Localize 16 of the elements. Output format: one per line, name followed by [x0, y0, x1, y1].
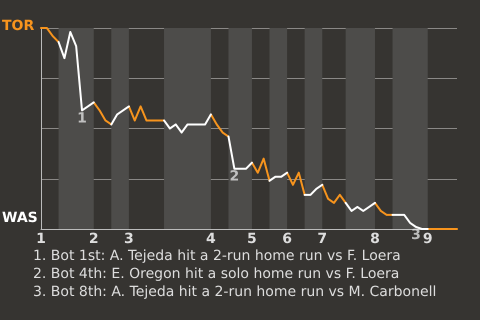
- x-tick-label: 8: [370, 231, 380, 247]
- annotation: 1: [77, 110, 87, 126]
- series-label: TOR: [2, 18, 34, 34]
- text: 1. Bot 1st: A. Tejeda hit a 2-run home run vs F. Loera: [33, 247, 402, 265]
- x-tick-label: 4: [206, 231, 216, 247]
- x-tick-label: 2: [88, 231, 99, 247]
- x-tick-label: 7: [317, 231, 328, 247]
- x-tick-label: 6: [282, 231, 292, 247]
- text: WAS: [2, 210, 38, 226]
- x-tick-label: 5: [247, 231, 257, 247]
- x-tick-label: 9: [422, 231, 433, 247]
- text: 2. Bot 4th: E. Oregon hit a solo home run vs F. Loera: [33, 265, 400, 283]
- x-tick-label: 1: [36, 231, 46, 247]
- text: 3. Bot 8th: A. Tejeda hit a 2-run home run vs M. Carbonell: [33, 283, 436, 301]
- annotation: 2: [229, 168, 240, 185]
- x-tick-label: 3: [124, 231, 134, 247]
